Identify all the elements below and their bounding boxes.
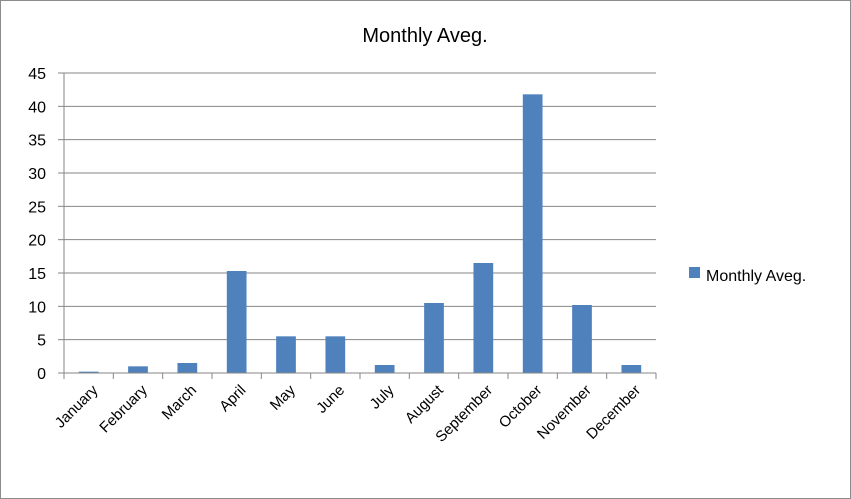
x-tick-label: April [216,382,249,415]
bar-december [621,365,642,373]
bar-november [572,305,592,373]
bar-may [276,336,296,373]
axes [58,72,657,379]
bar-august [424,303,444,373]
y-tick-label: 25 [28,199,46,216]
y-tick-label: 5 [37,333,46,350]
x-tick-label: December [583,382,644,443]
x-tick-label: July [367,381,398,412]
bar-july [374,365,395,373]
y-tick-label: 10 [28,299,46,316]
bar-october [522,94,543,373]
legend-swatch [689,267,700,278]
x-tick-label: August [402,381,448,427]
bar-april [226,271,247,373]
bar-january [78,371,99,373]
bar-march [177,363,198,373]
x-tick-label: February [96,381,151,436]
bars [78,94,642,373]
y-tick-label: 30 [28,166,46,183]
gridlines [64,72,656,374]
x-tick-label: June [313,382,348,417]
x-tick-label: May [267,381,299,413]
legend-label: Monthly Aveg. [706,268,806,285]
bar-september [473,263,494,373]
y-tick-label: 40 [28,99,46,116]
y-tick-label: 20 [28,233,46,250]
y-tick-labels: 0 5 10 15 20 25 30 35 40 45 [28,66,46,383]
x-tick-label: October [496,382,546,432]
bar-june [325,336,346,373]
chart-title: Monthly Aveg. [362,25,487,47]
legend: Monthly Aveg. [689,267,806,285]
y-tick-label: 35 [28,133,46,150]
y-tick-label: 45 [28,66,46,83]
x-tick-label: January [52,381,102,431]
bar-february [128,366,148,373]
y-tick-label: 0 [37,366,46,383]
y-tick-label: 15 [28,266,46,283]
x-tick-label: March [159,382,200,423]
